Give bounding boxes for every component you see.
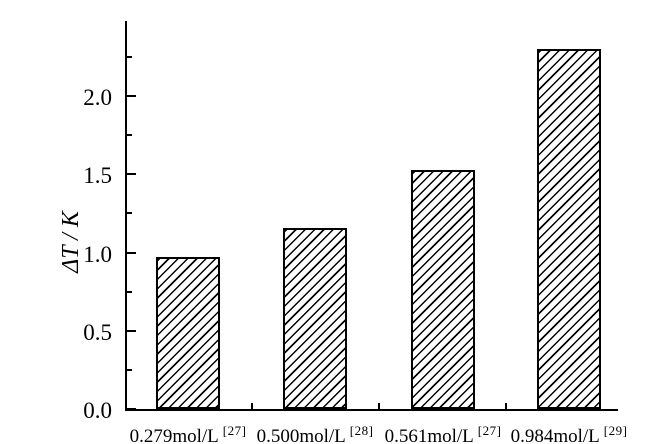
y-axis-major-tick [127, 251, 136, 254]
y-axis-minor-tick [127, 212, 132, 215]
category-reference-superscript: [29] [603, 423, 628, 438]
y-axis-major-tick [127, 173, 136, 176]
category-concentration: 0.500mol/L [256, 426, 346, 444]
bar-0.500mol/L [283, 228, 347, 409]
y-axis-major-tick [127, 329, 136, 332]
y-axis-tick-label: 2.0 [83, 85, 112, 111]
x-axis-tick [378, 403, 380, 409]
plot-area [125, 21, 618, 411]
bar-0.279mol/L [156, 257, 220, 409]
category-reference-superscript: [28] [349, 423, 374, 438]
y-axis-tick-label: 0.5 [83, 319, 112, 345]
y-axis-major-tick [127, 408, 136, 410]
y-axis-tick-label: 1.0 [83, 241, 112, 267]
y-axis-minor-tick [127, 55, 132, 58]
category-concentration: 0.984mol/L [510, 426, 600, 444]
x-axis-tick [250, 403, 253, 409]
category-reference-superscript: [27] [477, 423, 502, 438]
bar-0.561mol/L [411, 170, 475, 409]
y-axis-tick-label: 1.5 [83, 163, 112, 189]
y-axis-minor-tick [127, 368, 132, 371]
category-concentration: 0.561mol/L [384, 426, 474, 444]
x-axis-category-label: 0.561mol/L [27] [348, 419, 538, 444]
y-axis-minor-tick [127, 290, 132, 293]
category-concentration: 0.279mol/L [129, 426, 219, 444]
y-axis-minor-tick [127, 134, 132, 137]
x-axis-category-label: 0.500mol/L [28] [220, 419, 410, 444]
x-axis-tick [505, 403, 507, 409]
bar-0.984mol/L [537, 49, 601, 409]
y-axis-major-tick [127, 95, 136, 98]
x-axis-category-label: 0.984mol/L [29] [474, 419, 664, 444]
y-axis-tick-label: 0.0 [83, 398, 112, 423]
category-reference-superscript: [27] [222, 423, 247, 438]
x-axis-category-label: 0.279mol/L [27] [93, 419, 283, 444]
